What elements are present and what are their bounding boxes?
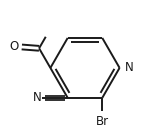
Text: N: N xyxy=(125,61,133,74)
Text: Br: Br xyxy=(96,115,109,128)
Text: O: O xyxy=(9,41,18,53)
Text: N: N xyxy=(33,91,41,104)
